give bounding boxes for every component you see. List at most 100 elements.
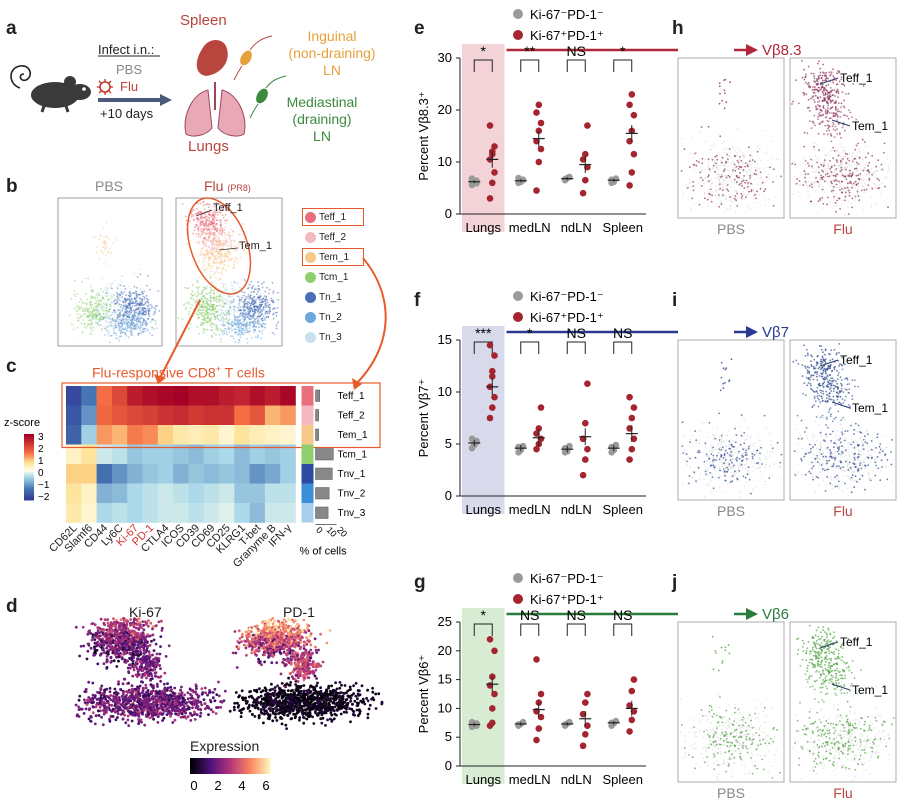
umap-point <box>230 281 232 283</box>
heatmap-title-end: T cells <box>220 364 265 381</box>
umap-point <box>209 317 211 320</box>
umap-point <box>107 264 110 267</box>
expression-point <box>366 716 370 720</box>
umap-point <box>86 309 89 312</box>
umap-point <box>226 310 229 313</box>
heatmap-cell <box>203 425 220 445</box>
expression-point <box>189 711 192 715</box>
umap-point <box>115 326 118 329</box>
mediastinal-line-2: (draining) <box>292 111 352 127</box>
heatmap-cell <box>96 464 113 484</box>
umap-point <box>144 296 146 299</box>
heatmap-cell <box>127 444 143 465</box>
expression-point <box>148 653 152 657</box>
umap-point <box>251 286 253 289</box>
umap-point <box>267 316 270 319</box>
umap-point <box>252 325 254 328</box>
umap-point <box>232 267 234 269</box>
umap-point <box>202 222 204 225</box>
umap-point <box>140 308 143 311</box>
heatmap-cell <box>81 405 97 426</box>
umap-point <box>223 319 225 321</box>
umap-point <box>102 240 104 243</box>
umap-point <box>255 325 258 328</box>
pct-bar <box>315 467 333 480</box>
umap-point <box>198 260 201 262</box>
umap-point <box>196 279 199 282</box>
umap-point <box>216 314 219 317</box>
umap-point <box>212 243 215 245</box>
umap-point <box>147 307 149 310</box>
umap-point <box>145 324 147 327</box>
umap-point <box>71 323 73 326</box>
heatmap-cell <box>203 464 220 484</box>
umap-point <box>127 305 130 308</box>
umap-point <box>218 333 221 336</box>
expression-point <box>128 697 132 700</box>
heatmap-cell <box>280 425 296 445</box>
expression-point <box>123 635 127 638</box>
umap-point <box>140 316 143 318</box>
expression-point <box>93 645 96 649</box>
umap-point <box>209 276 212 279</box>
umap-point <box>200 306 203 308</box>
umap-point <box>230 242 232 245</box>
expression-point <box>84 687 88 691</box>
umap-point <box>108 247 111 250</box>
expression-point <box>112 617 115 621</box>
umap-point <box>252 316 255 318</box>
expression-point <box>89 632 93 635</box>
expression-umap <box>228 617 384 730</box>
umap-point <box>198 233 200 235</box>
umap-point <box>263 317 266 320</box>
umap-point <box>128 298 131 301</box>
umap-point <box>124 301 127 304</box>
umap-point <box>258 317 261 319</box>
umap-point <box>243 291 246 294</box>
umap-point <box>136 302 139 305</box>
mediastinal-ln-icon <box>249 75 287 119</box>
umap-point <box>217 266 220 269</box>
umap-point <box>225 238 228 240</box>
heatmap-cell <box>66 503 82 523</box>
inguinal-line-3: LN <box>323 62 341 78</box>
expression-point <box>159 635 163 638</box>
umap-point <box>146 328 149 331</box>
umap-point <box>126 314 128 316</box>
umap-point <box>72 328 75 331</box>
umap-point <box>255 297 258 300</box>
colorbar-segment <box>24 457 34 460</box>
expression-point <box>180 685 183 689</box>
umap-point <box>237 295 240 298</box>
colorbar-segment <box>24 443 34 447</box>
umap-point <box>191 284 194 287</box>
expression-point <box>93 722 97 726</box>
expression-point <box>143 651 146 654</box>
umap-point <box>81 280 83 283</box>
umap-point <box>87 316 89 319</box>
umap-point <box>199 300 202 303</box>
umap-point <box>89 289 92 292</box>
umap-point <box>244 317 246 320</box>
expression-point <box>91 693 95 697</box>
umap-point <box>219 224 222 226</box>
legend-item: Teff_1 <box>302 208 364 226</box>
umap-point <box>258 295 261 297</box>
expression-point <box>146 624 150 628</box>
umap-point <box>97 301 100 304</box>
expression-point <box>108 717 111 721</box>
expression-point <box>163 687 167 691</box>
umap-point <box>226 219 229 222</box>
umap-point <box>133 328 135 330</box>
umap-point <box>253 283 255 286</box>
umap-point <box>198 308 200 311</box>
umap-point <box>202 329 205 332</box>
heatmap-cell <box>219 503 235 523</box>
expression-point <box>87 680 91 684</box>
expression-point <box>154 624 158 627</box>
legend-label: Tem_1 <box>319 251 350 263</box>
umap-point <box>104 287 107 290</box>
umap-point <box>136 295 139 298</box>
expression-point <box>138 692 141 696</box>
umap-point <box>214 216 217 219</box>
